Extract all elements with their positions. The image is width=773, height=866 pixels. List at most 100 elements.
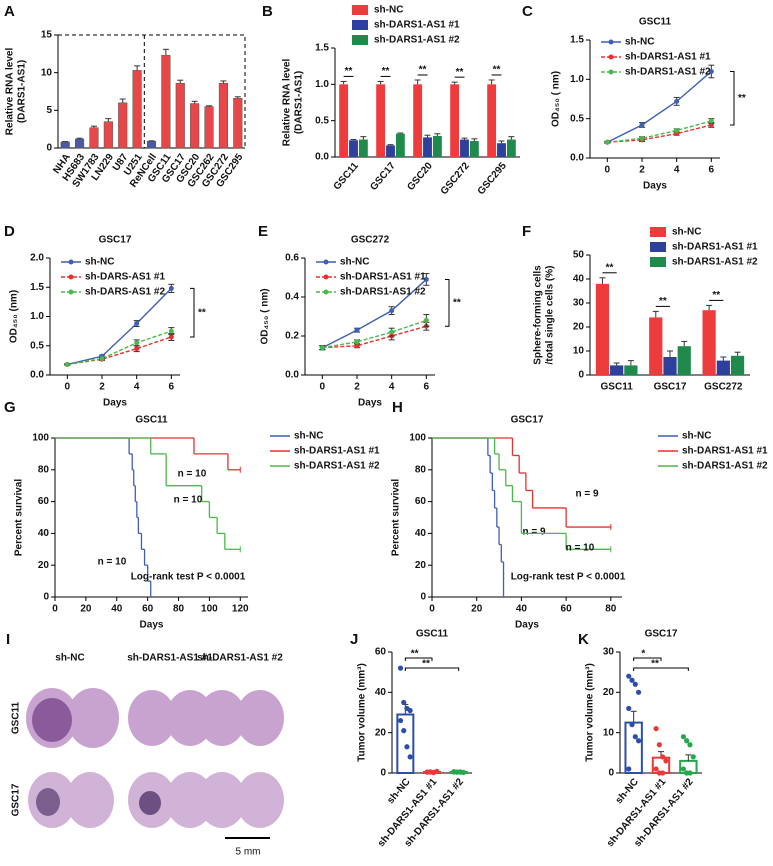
x-tick-label: 40 [111,604,123,615]
x-tick-label: GSC20 [405,160,435,193]
y-tick-label: 30 [573,298,585,309]
marker [674,98,680,104]
marker [354,339,360,345]
panel-letter: A [4,3,15,20]
data-point [653,766,659,772]
bar [89,127,99,149]
line [607,120,712,143]
data-point [401,699,407,706]
y-tick-label: 0 [608,768,614,779]
marker [389,308,395,314]
y-tick-label: 0 [43,592,49,603]
x-tick-label: 20 [471,604,483,615]
bar [677,346,691,375]
panel-letter: I [6,631,10,648]
bar [663,357,677,375]
bar [339,84,349,157]
legend-swatch [650,257,666,267]
marker [319,345,325,351]
marker [674,127,680,133]
legend-label: sh-DARS-AS1 #1 [85,272,165,283]
comparison-label: * [641,649,645,660]
marker [64,361,70,367]
y-tick-label: 0.0 [285,370,299,381]
x-tick-label: 4 [389,382,395,393]
significance-label: ** [493,65,501,76]
x-tick-label: 80 [173,604,185,615]
y-tick-label: 20 [38,560,50,571]
y-tick-label: 1.0 [570,74,584,85]
bar [624,721,643,774]
bar [60,141,70,149]
x-tick-label: 4 [674,165,680,176]
significance-label: ** [453,297,461,308]
y-tick-label: 0 [578,370,584,381]
y-axis-label: Relative RNA level [282,59,293,147]
significance-label: ** [738,93,746,104]
data-point [401,728,407,734]
x-tick-label: 0 [429,604,435,615]
data-point [626,766,632,772]
panel-letter: B [262,3,273,20]
legend-marker [323,274,329,280]
bar [204,106,214,149]
x-axis-label: Days [103,398,127,409]
row-label: GSC11 [11,701,22,734]
bar [497,143,506,157]
x-axis-label: Days [515,620,539,631]
legend-label: sh-DARS1-AS1 #2 [340,287,426,298]
chart-title: GSC17 [511,415,544,426]
data-point [632,734,638,740]
significance-bracket [445,278,450,327]
y-tick-label: 1.0 [315,79,329,90]
bar [75,138,85,149]
y-axis-label: Relative RNA level [5,48,16,136]
bar [358,139,368,157]
bar [610,365,624,375]
y-tick-label: 15 [41,30,53,41]
panel-i: I sh-NC sh-DARS1-AS1 #1 sh-DARS1-AS1 #2 … [6,631,284,858]
comparison-bracket [404,667,460,671]
y-tick-label: 0.6 [285,253,299,264]
y-tick-label: 100 [409,433,426,444]
legend-label: sh-DARS1-AS1 #2 [625,67,711,78]
legend-label: sh-DARS1-AS1 #2 [294,461,380,472]
brain-section [198,772,284,828]
bar [702,310,716,375]
legend-swatch [352,35,368,45]
y-tick-label: 60 [38,496,50,507]
y-axis-label: Sphere-forming cells [533,265,544,365]
bar [395,133,405,157]
bar [423,137,432,157]
legend-label: sh-NC [682,431,711,442]
x-tick-label: 6 [709,165,715,176]
column-label: sh-NC [55,653,84,664]
x-axis-label: Days [358,398,382,409]
data-point [680,734,687,740]
y-tick-label: 0.4 [285,292,299,303]
x-tick-label: 120 [232,604,249,615]
significance-label: ** [345,66,353,77]
test-label: Log-rank test P < 0.0001 [511,572,626,583]
x-tick-label: 0 [320,382,326,393]
bar [161,55,171,149]
y-tick-label: 20 [415,560,427,571]
y-axis-label: Percent survival [14,479,25,556]
comparison-bracket [404,657,433,661]
brain-section [198,690,284,746]
marker [389,329,395,335]
legend-label: sh-NC [340,257,369,268]
significance-bracket [190,287,195,338]
legend-marker [608,69,614,75]
data-point [687,742,693,748]
comparison-bracket [633,667,689,671]
data-point [629,722,635,728]
brain-section [28,772,114,828]
legend-marker [323,289,329,295]
data-point [397,665,404,671]
x-tick-label: GSC11 [601,382,634,393]
y-tick-label: 30 [603,647,615,658]
data-point [663,758,669,764]
legend-label: sh-DARS1-AS1 #1 [625,52,711,63]
